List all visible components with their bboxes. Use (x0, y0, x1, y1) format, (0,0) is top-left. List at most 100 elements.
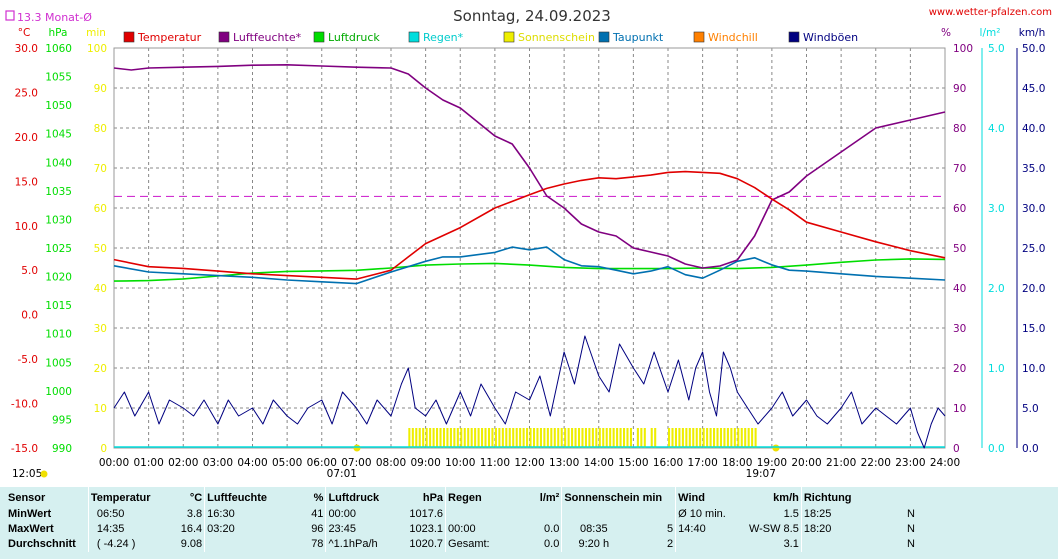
temp-tick-label: 0.0 (21, 310, 38, 322)
x-tick-label: 15:00 (618, 457, 648, 469)
humidity-tick-label: 20 (953, 363, 966, 375)
humidity-tick-label: 70 (953, 163, 966, 175)
sun-tick-label: 20 (94, 363, 107, 375)
sunshine-bar (744, 428, 747, 448)
stats-header-row: Sensor Temperatur °C Luftfeuchte % Luftd… (0, 487, 917, 507)
stats-cell-hum-val: 41 (311, 508, 324, 520)
sunshine-bar (470, 428, 473, 448)
rain-unit-label: l/m² (980, 27, 1001, 39)
x-tick-label: 12:00 (514, 457, 544, 469)
x-tick-label: 14:00 (584, 457, 614, 469)
x-tick-label: 23:00 (895, 457, 925, 469)
x-tick-label: 07:00 (341, 457, 371, 469)
stats-cell-wind-time: 14:40 (675, 522, 745, 537)
sunshine-bar (411, 428, 414, 448)
rain-tick-label: 4.0 (988, 123, 1005, 135)
sunshine-bar (539, 428, 542, 448)
stats-cell-dir-val: N (907, 508, 915, 520)
stats-cell-hum-time: 16:30 (204, 507, 269, 522)
sunshine-bar (453, 428, 456, 448)
sunshine-bar (571, 428, 574, 448)
wind-tick-label: 0.0 (1022, 443, 1039, 455)
stats-row-label: MaxWert (8, 523, 54, 535)
sunshine-bar (553, 428, 556, 448)
stats-cell-sun-val (625, 507, 675, 522)
sun-unit-label: min (86, 27, 106, 39)
legend-label: Taupunkt (612, 31, 664, 44)
temp-tick-label: 15.0 (15, 176, 38, 188)
legend-swatch-icon (788, 31, 800, 43)
stats-cell-rain-time: Gesamt: (445, 537, 505, 552)
rain-tick-label: 2.0 (988, 283, 1005, 295)
sunshine-bar (456, 428, 459, 448)
wind-tick-label: 10.0 (1022, 363, 1045, 375)
sunshine-bar (512, 428, 515, 448)
sunshine-bar (616, 428, 619, 448)
sunshine-bar (706, 428, 709, 448)
sunshine-bar (491, 428, 494, 448)
humidity-tick-label: 90 (953, 83, 966, 95)
sunshine-bar (487, 428, 491, 448)
rain-tick-label: 5.0 (988, 43, 1005, 55)
x-tick-label: 04:00 (237, 457, 267, 469)
legend-swatch-icon (693, 31, 705, 43)
sunshine-bar (612, 428, 615, 448)
pressure-tick-label: 995 (52, 414, 72, 426)
stats-header-richtung: Richtung (800, 487, 917, 507)
sunrise-time-label: 07:01 (327, 468, 357, 480)
stats-cell-temp-val: 9.08 (180, 538, 203, 550)
stats-header-wind: Wind (675, 487, 745, 507)
stats-cell-rain-val: 0.0 (544, 523, 560, 535)
sunshine-bar (501, 428, 504, 448)
sunshine-bar (446, 428, 449, 448)
x-tick-label: 01:00 (133, 457, 163, 469)
sunshine-bar (695, 428, 698, 448)
site-link[interactable]: www.wetter-pfalzen.com (929, 7, 1052, 18)
pressure-tick-label: 1020 (45, 272, 72, 284)
x-tick-label: 09:00 (410, 457, 440, 469)
rain-tick-label: 1.0 (988, 363, 1005, 375)
sunshine-bar (588, 428, 591, 448)
sunshine-bar (422, 428, 425, 448)
pressure-tick-label: 1025 (45, 243, 72, 255)
sunshine-bar (484, 428, 487, 448)
sunshine-bar (567, 428, 570, 448)
sunshine-bar (640, 428, 643, 448)
stats-cell-sun-time: 9:20 h (561, 537, 625, 552)
monthly-avg-label: 13.3 Monat-Ø (17, 11, 92, 24)
sunshine-bar (622, 428, 626, 448)
sunshine-bar (550, 428, 553, 448)
sunshine-bar (429, 428, 432, 448)
stats-header-luftdruck: Luftdruck (325, 487, 385, 507)
pressure-tick-label: 1005 (45, 357, 72, 369)
x-tick-label: 13:00 (549, 457, 579, 469)
sunshine-bar (699, 428, 702, 448)
temp-tick-label: 25.0 (15, 87, 38, 99)
pressure-tick-label: 1010 (45, 329, 72, 341)
sunshine-bar (418, 428, 421, 448)
stats-header-sonne: Sonnenschein min (561, 487, 675, 507)
x-tick-label: 11:00 (480, 457, 510, 469)
wind-tick-label: 15.0 (1022, 323, 1045, 335)
legend-label: Temperatur (137, 31, 202, 44)
x-tick-label: 19:00 (757, 457, 787, 469)
wind-tick-label: 40.0 (1022, 123, 1045, 135)
stats-cell-wind-val: 1.5 (783, 508, 799, 520)
sunshine-bar (668, 428, 671, 448)
sunshine-bar (543, 428, 546, 448)
sunshine-bar (713, 428, 716, 448)
wind-tick-label: 25.0 (1022, 243, 1045, 255)
chart-series (113, 64, 946, 449)
sunshine-bar (681, 428, 684, 448)
sun-tick-label: 80 (94, 123, 107, 135)
legend-swatch-icon (598, 31, 610, 43)
sunshine-bar (560, 428, 563, 448)
sun-tick-label: 40 (94, 283, 107, 295)
stats-cell-dir-val: N (907, 523, 915, 535)
stats-cell-wind-val: W-SW 8.5 (748, 523, 799, 535)
stats-cell-hum-val: 96 (311, 523, 324, 535)
pressure-tick-label: 1050 (45, 100, 72, 112)
sunshine-bar (591, 428, 594, 448)
stats-header-luftfeuchte: Luftfeuchte (204, 487, 269, 507)
sunshine-bar (436, 428, 439, 448)
